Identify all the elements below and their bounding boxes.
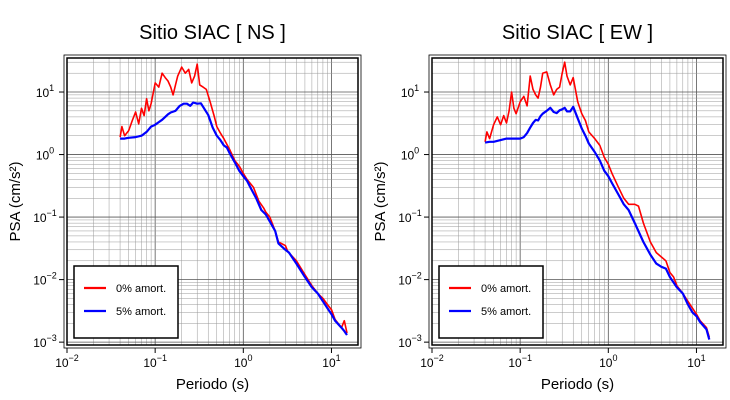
x-tick-label: 10−1 — [143, 353, 167, 370]
chart-panel-1: 10−2 10−1 100 101 10−3 10−2 10−1 100 101 Sitio SI… — [372, 22, 727, 393]
series-line-amort-0 — [484, 61, 711, 338]
series-line-amort-0 — [119, 63, 348, 334]
x-axis-label: Periodo (s) — [176, 376, 249, 393]
x-tick-label: 10−1 — [508, 353, 532, 370]
y-tick-label: 10−1 — [33, 208, 57, 225]
legend-label: 0% amort. — [481, 283, 531, 295]
plot-frame — [66, 57, 359, 346]
y-tick-label: 101 — [401, 83, 419, 100]
y-tick-label: 10−2 — [33, 271, 57, 288]
legend-label: 5% amort. — [116, 306, 166, 318]
x-axis-label: Periodo (s) — [541, 376, 614, 393]
chart-title: Sitio SIAC [ EW ] — [502, 22, 653, 44]
chart-panel-0: 10−2 10−1 100 101 10−3 10−2 10−1 100 101 Sitio SI… — [7, 22, 362, 393]
x-tick-label: 101 — [322, 353, 340, 370]
series-line-amort-5 — [484, 105, 711, 340]
y-tick-label: 10−1 — [398, 208, 422, 225]
y-tick-label: 10−3 — [33, 333, 57, 350]
chart-title: Sitio SIAC [ NS ] — [139, 22, 286, 44]
y-tick-label: 101 — [36, 83, 54, 100]
x-tick-label: 100 — [234, 353, 252, 370]
x-tick-label: 10−2 — [420, 353, 444, 370]
y-tick-label: 100 — [36, 146, 54, 163]
plot-frame — [431, 57, 724, 346]
legend-label: 0% amort. — [116, 283, 166, 295]
legend-box — [438, 265, 544, 339]
y-tick-label: 10−3 — [398, 333, 422, 350]
y-axis-label: PSA (cm/s²) — [372, 161, 389, 241]
legend-box — [73, 265, 179, 339]
legend-label: 5% amort. — [481, 306, 531, 318]
y-axis-label: PSA (cm/s²) — [7, 161, 24, 241]
y-tick-label: 10−2 — [398, 271, 422, 288]
grid — [431, 58, 724, 346]
plot-outer-frame — [63, 54, 362, 349]
plot-outer-frame — [428, 54, 727, 349]
x-tick-label: 10−2 — [55, 353, 79, 370]
series-line-amort-5 — [120, 101, 348, 336]
x-tick-label: 100 — [599, 353, 617, 370]
x-tick-label: 101 — [687, 353, 705, 370]
y-tick-label: 100 — [401, 146, 419, 163]
legend: 0% amort. 5% amort. — [438, 265, 544, 339]
legend: 0% amort. 5% amort. — [73, 265, 179, 339]
